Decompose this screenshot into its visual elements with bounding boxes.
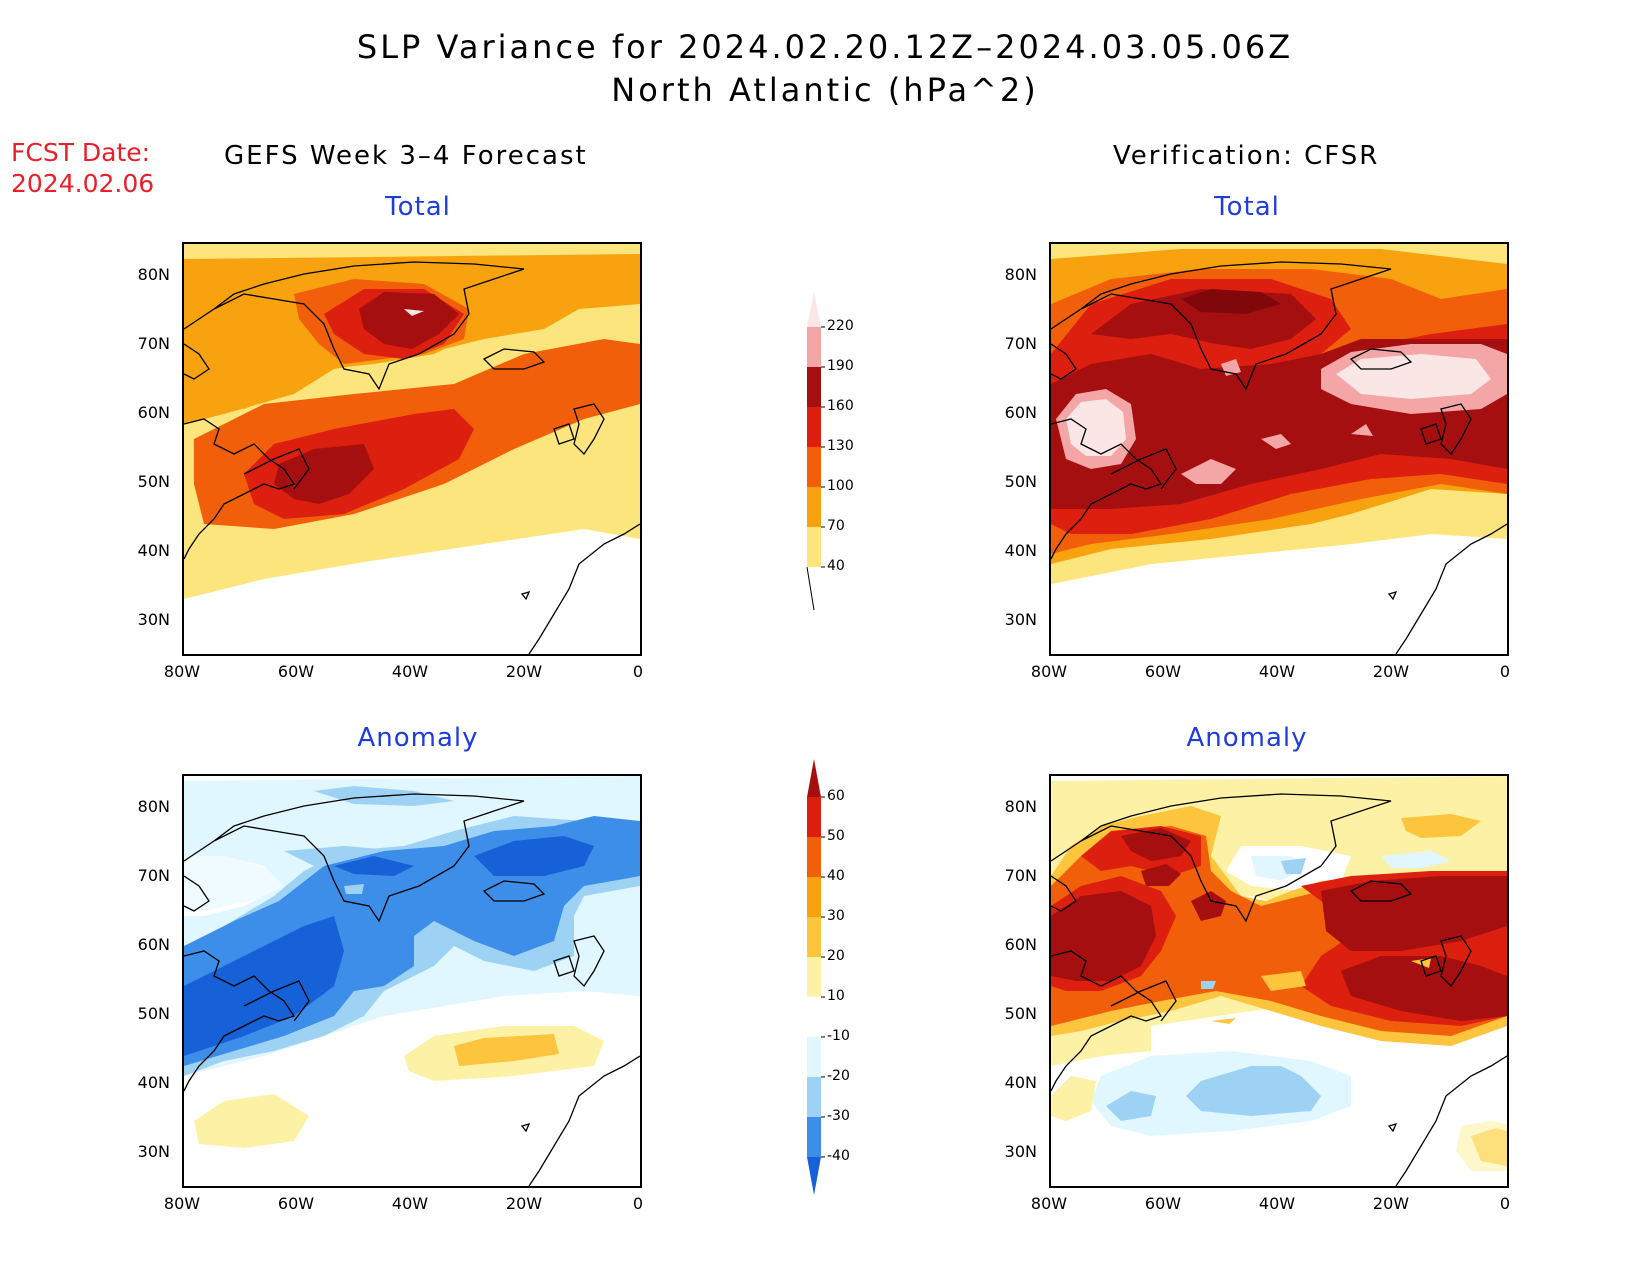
map-verification-anomaly [1049, 774, 1509, 1188]
lon-label: 20W [505, 1194, 543, 1213]
colorbar-label: 30 [827, 908, 845, 924]
colorbar-swatch [807, 447, 821, 487]
colorbar-label: -20 [827, 1068, 850, 1084]
colorbar-swatch [807, 367, 821, 407]
lon-label: 40W [1258, 1194, 1296, 1213]
colorbar-label: -10 [827, 1028, 850, 1044]
lat-label: 50N [1004, 1004, 1037, 1023]
map-verification-total [1049, 242, 1509, 656]
lon-label: 0 [1499, 662, 1511, 681]
colorbar-label: 50 [827, 828, 845, 844]
colorbar-label: 220 [827, 318, 854, 334]
lon-label: 0 [632, 1194, 644, 1213]
colorbar-swatch [806, 996, 822, 1038]
colorbar-swatch [807, 1157, 821, 1195]
lat-label: 60N [137, 403, 170, 422]
lat-label: 40N [137, 1073, 170, 1092]
colorbar-total [806, 292, 825, 611]
colorbar-swatch [807, 837, 821, 877]
lon-label: 40W [391, 662, 429, 681]
lat-label: 30N [1004, 610, 1037, 629]
fcst-date-label: FCST Date: [11, 138, 151, 167]
lon-label: 80W [163, 1194, 201, 1213]
lat-label: 30N [137, 1142, 170, 1161]
column-title-forecast: GEFS Week 3–4 Forecast [224, 141, 588, 171]
lat-label: 30N [1004, 1142, 1037, 1161]
colorbar-label: 60 [827, 788, 845, 804]
colorbar-label: 130 [827, 438, 854, 454]
colorbar-swatch [807, 957, 821, 997]
lat-label: 40N [1004, 1073, 1037, 1092]
lon-label: 0 [1499, 1194, 1511, 1213]
colorbar-swatch [807, 292, 821, 327]
main-title-line2: North Atlantic (hPa^2) [611, 71, 1039, 109]
map-forecast-total [182, 242, 642, 656]
lat-label: 80N [1004, 265, 1037, 284]
map-forecast-anomaly [182, 774, 642, 1188]
panel-title-anomaly-forecast: Anomaly [357, 723, 479, 753]
lat-label: 30N [137, 610, 170, 629]
main-title-line1: SLP Variance for 2024.02.20.12Z–2024.03.… [356, 28, 1294, 66]
lon-label: 80W [1030, 662, 1068, 681]
colorbar-swatch [807, 487, 821, 527]
colorbar-swatch [807, 1077, 821, 1117]
colorbar-bottom-wedge [806, 566, 815, 611]
lat-label: 40N [1004, 541, 1037, 560]
colorbar-label: -30 [827, 1108, 850, 1124]
colorbar-swatch [807, 327, 821, 367]
colorbar-swatch [807, 527, 821, 567]
colorbar-swatch [807, 877, 821, 917]
lat-label: 70N [137, 334, 170, 353]
lat-label: 50N [137, 1004, 170, 1023]
panel-title-anomaly-verification: Anomaly [1186, 723, 1308, 753]
colorbar-swatch [807, 759, 821, 797]
lat-label: 60N [1004, 935, 1037, 954]
fcst-date-value: 2024.02.06 [11, 169, 155, 198]
column-title-verification: Verification: CFSR [1113, 141, 1380, 171]
colorbar-label: 20 [827, 948, 845, 964]
colorbar-anomaly [806, 759, 825, 1195]
lon-label: 20W [1372, 1194, 1410, 1213]
panel-title-total-forecast: Total [385, 192, 451, 222]
colorbar-swatch [807, 407, 821, 447]
lat-label: 70N [1004, 334, 1037, 353]
lat-label: 40N [137, 541, 170, 560]
lon-label: 20W [1372, 662, 1410, 681]
lon-label: 0 [632, 662, 644, 681]
colorbar-swatch [807, 797, 821, 837]
lon-label: 60W [1144, 662, 1182, 681]
lon-label: 60W [1144, 1194, 1182, 1213]
lat-label: 70N [137, 866, 170, 885]
lon-label: 60W [277, 1194, 315, 1213]
lon-label: 20W [505, 662, 543, 681]
lat-label: 60N [137, 935, 170, 954]
lat-label: 80N [137, 797, 170, 816]
lat-label: 50N [1004, 472, 1037, 491]
colorbar-label: 70 [827, 518, 845, 534]
lat-label: 60N [1004, 403, 1037, 422]
colorbar-swatch [807, 1037, 821, 1077]
lon-label: 80W [1030, 1194, 1068, 1213]
lon-label: 40W [1258, 662, 1296, 681]
colorbar-label: 40 [827, 868, 845, 884]
colorbar-label: 190 [827, 358, 854, 374]
lon-label: 60W [277, 662, 315, 681]
colorbar-label: 160 [827, 398, 854, 414]
lon-label: 40W [391, 1194, 429, 1213]
lat-label: 80N [1004, 797, 1037, 816]
panel-title-total-verification: Total [1214, 192, 1280, 222]
colorbar-label: -40 [827, 1148, 850, 1164]
lat-label: 80N [137, 265, 170, 284]
lon-label: 80W [163, 662, 201, 681]
colorbar-label: 10 [827, 988, 845, 1004]
colorbar-label: 100 [827, 478, 854, 494]
colorbar-label: 40 [827, 558, 845, 574]
lat-label: 70N [1004, 866, 1037, 885]
colorbar-swatch [807, 917, 821, 957]
lat-label: 50N [137, 472, 170, 491]
colorbar-swatch [807, 1117, 821, 1157]
